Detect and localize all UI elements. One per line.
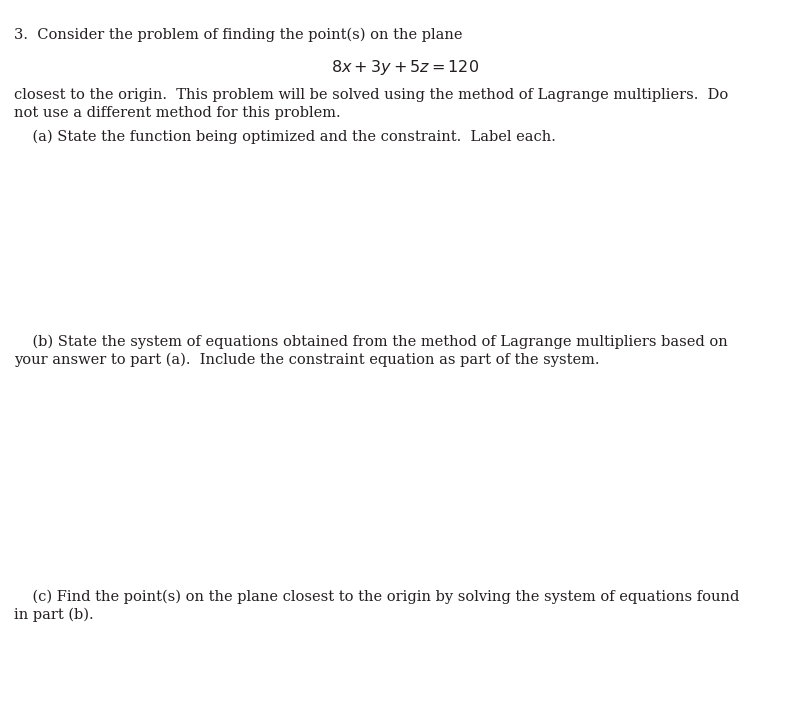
Text: (a) State the function being optimized and the constraint.  Label each.: (a) State the function being optimized a… (14, 130, 556, 145)
Text: not use a different method for this problem.: not use a different method for this prob… (14, 106, 341, 120)
Text: (b) State the system of equations obtained from the method of Lagrange multiplie: (b) State the system of equations obtain… (14, 335, 727, 349)
Text: your answer to part (a).  Include the constraint equation as part of the system.: your answer to part (a). Include the con… (14, 353, 599, 367)
Text: in part (b).: in part (b). (14, 608, 94, 622)
Text: 3.  Consider the problem of finding the point(s) on the plane: 3. Consider the problem of finding the p… (14, 28, 463, 42)
Text: closest to the origin.  This problem will be solved using the method of Lagrange: closest to the origin. This problem will… (14, 88, 728, 102)
Text: $8x + 3y + 5z = 120$: $8x + 3y + 5z = 120$ (331, 58, 479, 77)
Text: (c) Find the point(s) on the plane closest to the origin by solving the system o: (c) Find the point(s) on the plane close… (14, 590, 740, 604)
